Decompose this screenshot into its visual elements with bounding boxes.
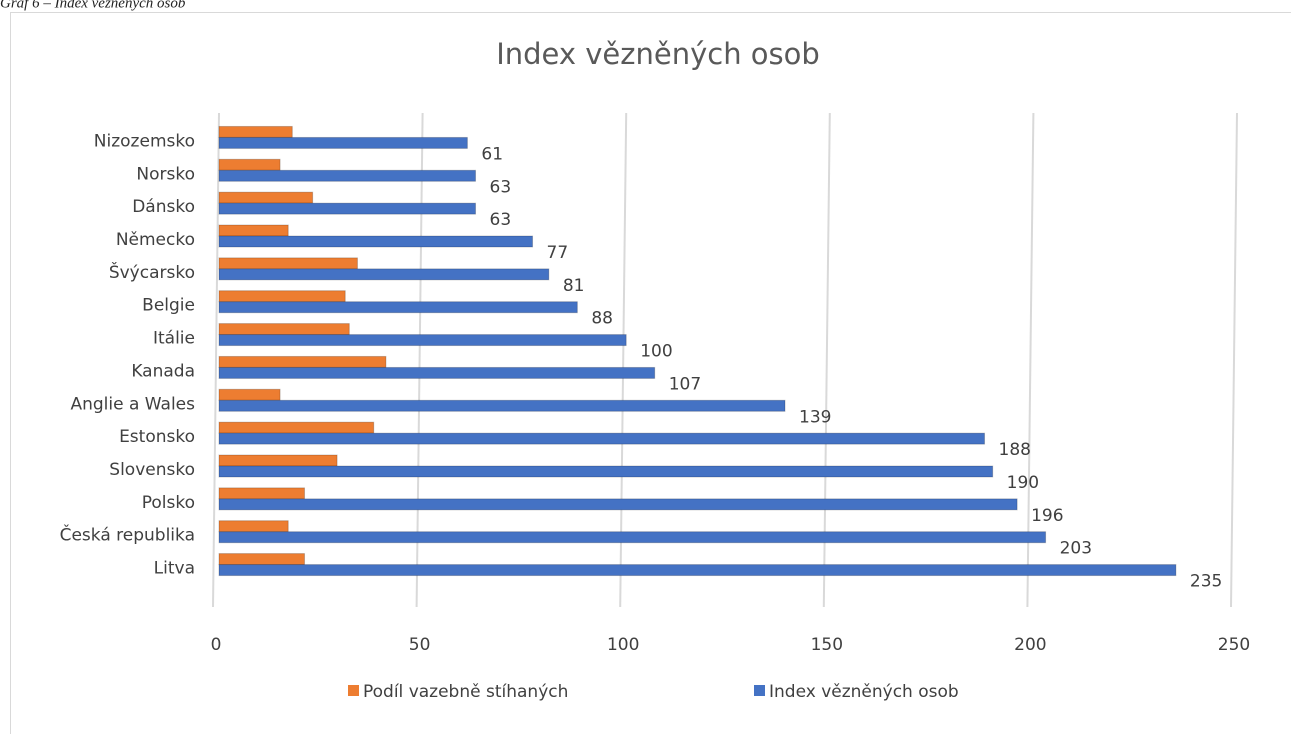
bar	[219, 422, 374, 433]
grid-line	[213, 113, 219, 607]
bar	[219, 521, 288, 532]
y-tick-label: Česká republika	[60, 524, 195, 546]
bar	[219, 302, 577, 313]
bar	[219, 324, 349, 335]
legend-label: Index vězněných osob	[769, 682, 959, 702]
bar	[219, 269, 549, 280]
chart-title: Index vězněných osob	[496, 37, 820, 71]
y-tick-label: Slovensko	[109, 460, 195, 480]
x-tick-label: 250	[1218, 635, 1250, 655]
bar	[219, 389, 280, 400]
bar	[219, 565, 1176, 576]
y-tick-label: Švýcarsko	[109, 261, 195, 283]
value-label: 107	[669, 374, 701, 394]
bar	[219, 192, 313, 203]
value-label: 190	[1007, 473, 1039, 493]
bar	[219, 203, 476, 214]
legend-swatch	[754, 685, 765, 696]
y-tick-label: Itálie	[153, 329, 195, 349]
y-tick-label: Litva	[154, 559, 195, 579]
bar	[219, 433, 985, 444]
value-label: 235	[1190, 572, 1222, 592]
x-tick-label: 150	[811, 635, 843, 655]
bar	[219, 367, 655, 378]
value-label: 188	[999, 440, 1031, 460]
bar	[219, 126, 292, 137]
bar	[219, 291, 345, 302]
x-tick-label: 50	[409, 635, 431, 655]
value-label: 196	[1031, 506, 1063, 526]
value-label: 203	[1060, 539, 1092, 559]
bar	[219, 170, 476, 181]
value-label: 63	[490, 177, 512, 197]
value-label: 61	[481, 144, 503, 164]
value-label: 81	[563, 276, 585, 296]
x-tick-label: 100	[607, 635, 639, 655]
y-tick-label: Polsko	[142, 493, 195, 513]
legend-swatch	[348, 685, 359, 696]
y-tick-label: Estonsko	[119, 427, 195, 447]
value-label: 100	[640, 342, 672, 362]
caption: Graf 6 – Index vězněných osob	[0, 0, 186, 11]
bar	[219, 488, 305, 499]
bar	[219, 137, 467, 148]
y-tick-label: Německo	[116, 230, 195, 250]
value-label: 63	[490, 210, 512, 230]
bar	[219, 499, 1017, 510]
bar	[219, 159, 280, 170]
bar	[219, 554, 305, 565]
bar	[219, 532, 1046, 543]
bar	[219, 335, 626, 346]
bar	[219, 236, 533, 247]
y-tick-label: Belgie	[142, 296, 195, 316]
y-tick-label: Nizozemsko	[94, 131, 195, 151]
legend-label: Podíl vazebně stíhaných	[363, 682, 568, 702]
x-tick-label: 200	[1014, 635, 1046, 655]
value-label: 139	[799, 407, 831, 427]
bar	[219, 225, 288, 236]
y-tick-label: Kanada	[131, 361, 195, 381]
value-label: 88	[591, 309, 613, 329]
grid-line	[1231, 113, 1237, 607]
y-tick-label: Dánsko	[132, 197, 195, 217]
bar	[219, 258, 357, 269]
bar	[219, 356, 386, 367]
y-tick-label: Norsko	[136, 164, 195, 184]
bar	[219, 455, 337, 466]
bar	[219, 466, 993, 477]
value-label: 77	[547, 243, 569, 263]
bar	[219, 400, 785, 411]
y-tick-label: Anglie a Wales	[70, 394, 195, 414]
x-tick-label: 0	[211, 635, 222, 655]
